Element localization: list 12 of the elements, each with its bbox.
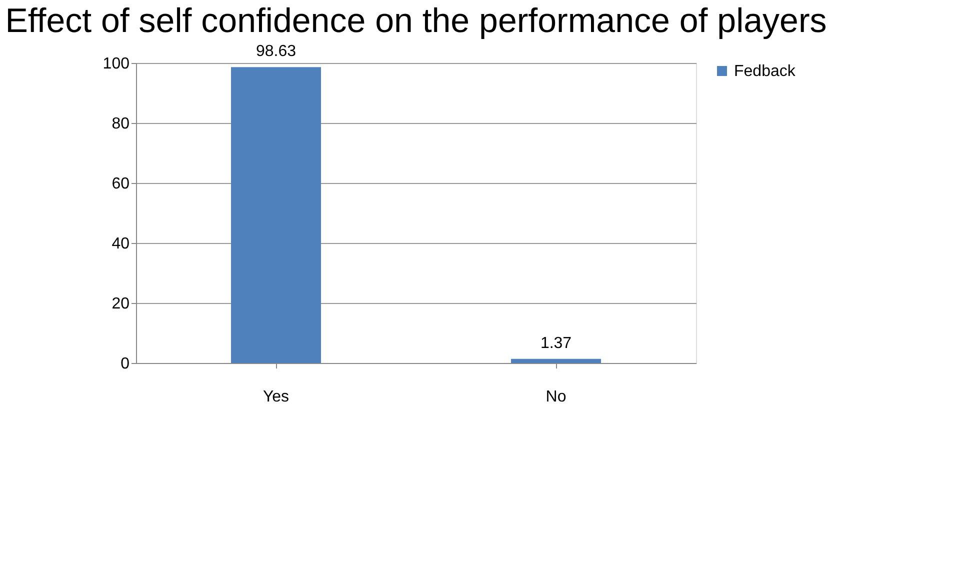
legend-label: Fedback [734, 63, 796, 80]
y-tick-label: 60 [112, 176, 130, 192]
x-tick-label: No [546, 388, 566, 406]
y-tick-label: 80 [112, 116, 130, 132]
data-label: 98.63 [256, 43, 296, 60]
x-tick-label: Yes [262, 388, 290, 406]
data-label: 1.37 [540, 334, 572, 352]
y-tick-label: 0 [120, 356, 130, 372]
y-tick-label: 100 [102, 56, 130, 72]
y-tick-label: 20 [112, 296, 130, 312]
y-tick-label: 40 [112, 236, 130, 252]
chart-title: Effect of self confidence on the performance of players [5, 2, 827, 40]
